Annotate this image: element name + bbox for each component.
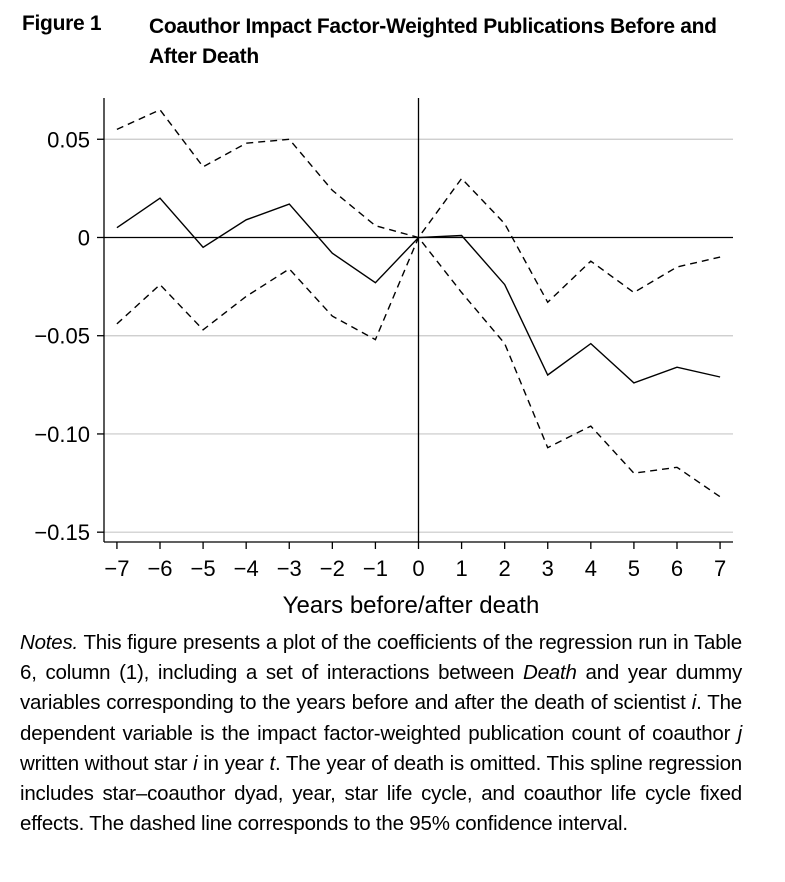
- figure-label: Figure 1: [22, 12, 102, 35]
- y-tick-label-3: −0.10: [34, 422, 90, 447]
- y-tick-label-4: −0.15: [34, 520, 90, 545]
- notes-i-1: i: [691, 691, 697, 715]
- x-tick-label-7: 0: [412, 556, 424, 581]
- x-tick-label-3: −4: [234, 556, 259, 581]
- y-tick-label-1: 0: [78, 225, 90, 250]
- notes-text-4: written without star: [20, 751, 194, 775]
- x-tick-label-2: −5: [191, 556, 216, 581]
- notes-text-1: This figure presents a plot of the coeff…: [20, 631, 742, 685]
- axes: [97, 98, 733, 549]
- series-lines: [116, 108, 721, 498]
- x-tick-label-4: −3: [277, 556, 302, 581]
- notes-t: t: [269, 751, 275, 775]
- notes-j: j: [737, 721, 743, 745]
- x-tick-label-11: 4: [585, 556, 597, 581]
- figure-notes: Notes. This figure presents a plot of th…: [20, 628, 742, 839]
- notes-death: Death: [523, 661, 577, 685]
- notes-i-2: i: [193, 751, 198, 775]
- x-tick-label-5: −2: [320, 556, 345, 581]
- ci-line-2: [116, 236, 721, 498]
- x-tick-label-6: −1: [363, 556, 388, 581]
- x-tick-label-9: 2: [499, 556, 511, 581]
- notes-text-2: and year dummy variables corresponding t…: [20, 661, 742, 715]
- x-tick-label-0: −7: [104, 556, 129, 581]
- x-tick-label-12: 5: [628, 556, 640, 581]
- tick-labels: 0.05 0 −0.05 −0.10 −0.15 −7 −6 −5 −4 −3 −2 −1 0 1 2 3 4 5…: [34, 127, 726, 581]
- x-tick-label-1: −6: [147, 556, 172, 581]
- line-chart: 0.05 0 −0.05 −0.10 −0.15 −7 −6 −5 −4 −3 −2 −1 0 1 2 3 4 5…: [34, 98, 733, 619]
- notes-label: Notes.: [20, 631, 79, 654]
- x-tick-label-8: 1: [455, 556, 467, 581]
- x-tick-label-10: 3: [542, 556, 554, 581]
- notes-text-6: . The year of death is omitted. This spl…: [20, 751, 742, 836]
- x-tick-label-13: 6: [671, 556, 683, 581]
- figure-title: Coauthor Impact Factor-Weighted Publicat…: [149, 15, 717, 68]
- y-tick-label-2: −0.05: [34, 324, 90, 349]
- y-tick-label-0: 0.05: [47, 127, 90, 152]
- x-axis-label: Years before/after death: [283, 592, 540, 619]
- notes-text-3: . The dependent variable is the impact f…: [20, 691, 742, 745]
- x-tick-label-14: 7: [714, 556, 726, 581]
- notes-text-5: in year: [197, 751, 270, 775]
